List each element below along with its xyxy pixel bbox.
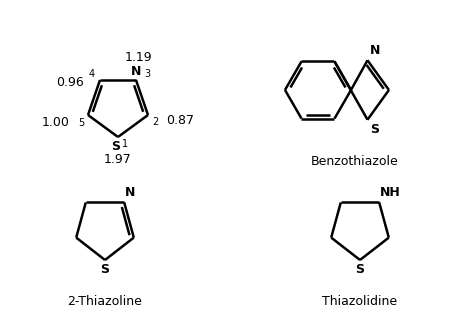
Text: S: S <box>100 263 109 276</box>
Text: Benzothiazole: Benzothiazole <box>311 155 399 168</box>
Text: 1.00: 1.00 <box>42 117 70 130</box>
Text: S: S <box>111 140 120 153</box>
Text: N: N <box>125 186 136 199</box>
Text: 5: 5 <box>78 118 84 128</box>
Text: 2-Thiazoline: 2-Thiazoline <box>68 295 143 308</box>
Text: NH: NH <box>380 186 401 199</box>
Text: 1.97: 1.97 <box>104 153 132 166</box>
Text: 0.96: 0.96 <box>56 76 84 89</box>
Text: N: N <box>131 65 141 78</box>
Text: 3: 3 <box>144 69 150 79</box>
Text: 1: 1 <box>122 139 128 149</box>
Text: 4: 4 <box>89 69 95 79</box>
Text: 2: 2 <box>152 117 158 127</box>
Text: Thiazolidine: Thiazolidine <box>322 295 398 308</box>
Text: 1.19: 1.19 <box>124 51 152 64</box>
Text: S: S <box>371 123 380 136</box>
Text: S: S <box>356 263 365 276</box>
Text: 0.87: 0.87 <box>166 113 194 126</box>
Text: N: N <box>370 44 380 57</box>
